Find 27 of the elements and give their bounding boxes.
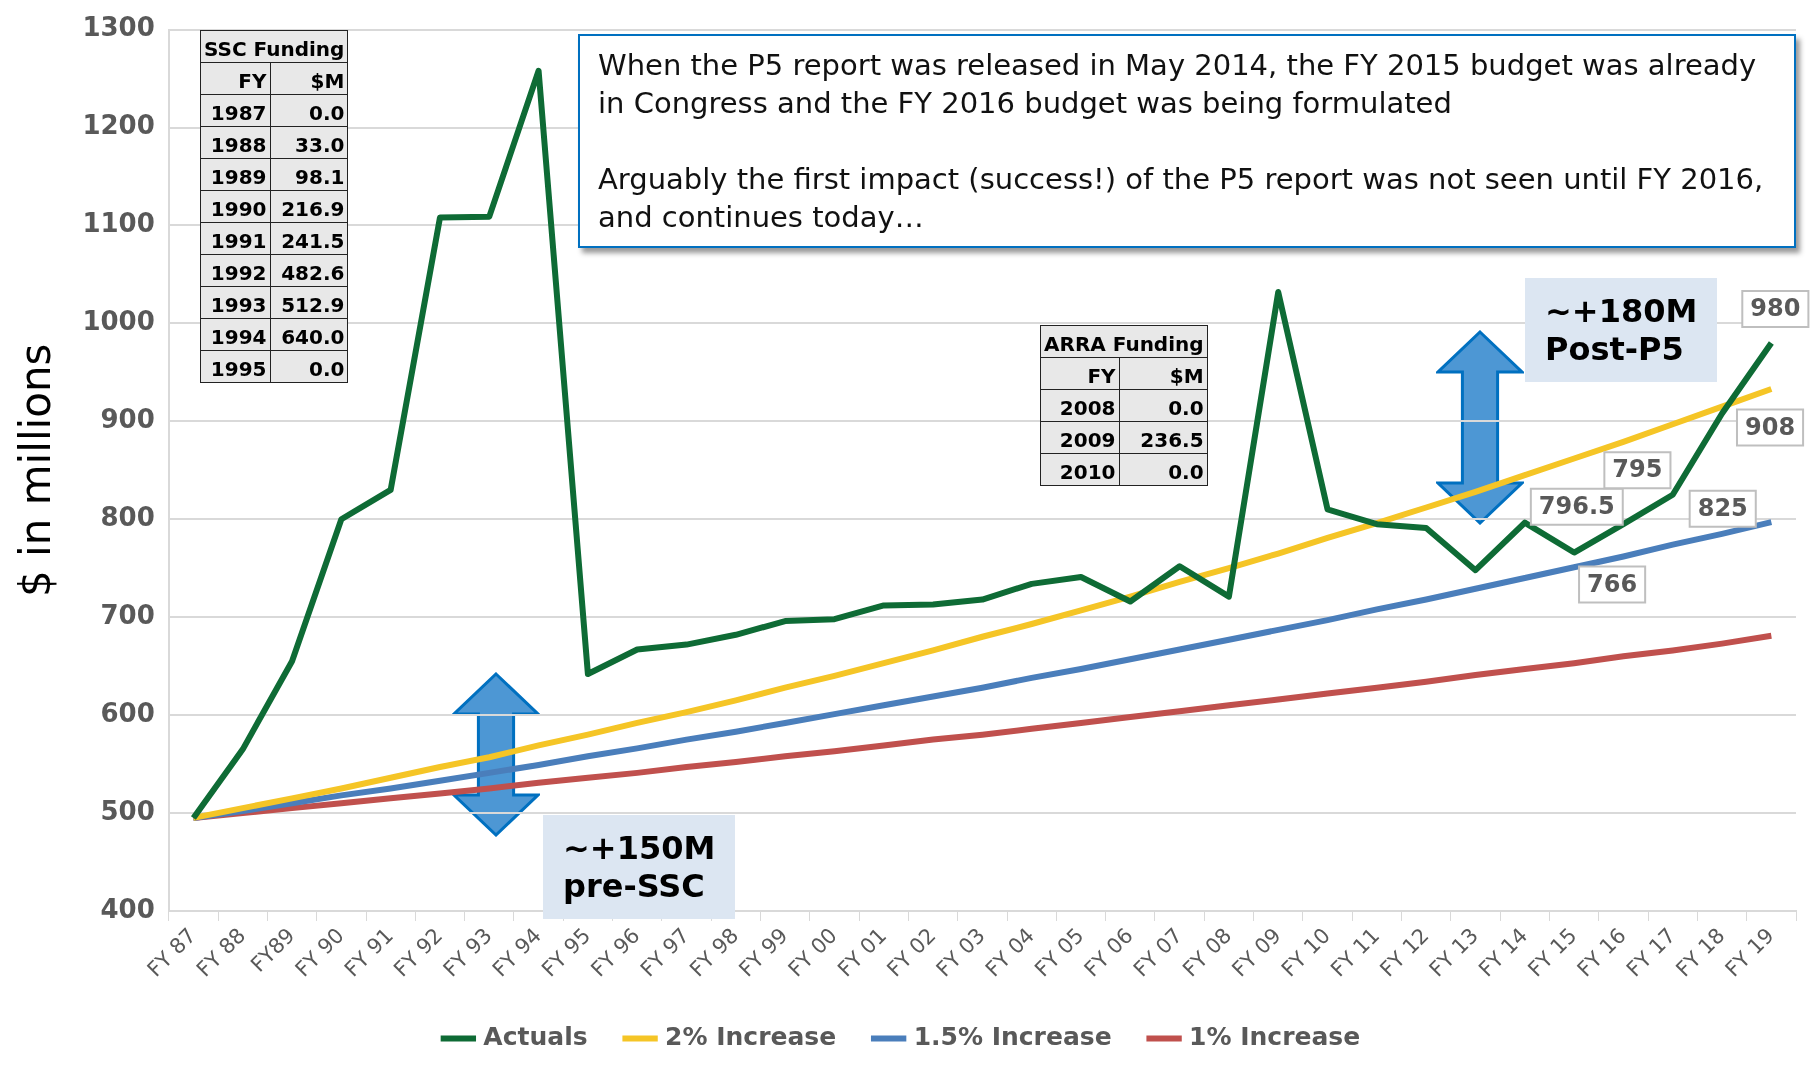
data-label: 908 (1744, 412, 1796, 441)
legend-label: 1.5% Increase (913, 1022, 1112, 1051)
y-tick-label: 900 (100, 404, 155, 435)
y-tick-label: 1300 (82, 12, 155, 43)
annotation: ~+150M pre-SSC (543, 815, 736, 919)
y-tick-label: 500 (100, 795, 155, 826)
text: SSC Funding FY $M 1987 0.0 1988 33.0 1989 98.1 1990 216.9 1991 241.5 1992 482.6 1993 512.9 1994 640.0 1995 0.0 (204, 37, 345, 381)
data-label: 980 (1750, 294, 1801, 323)
y-tick-label: 600 (100, 697, 155, 728)
y-tick-label: 400 (100, 893, 155, 924)
text: When the P5 report was released in May 2014, the FY 2015 budget was already in Congress and the FY 2016 budget was being formulated Arguably the first impact (success!) of the P5 report was not seen until FY 2016, and continues today… (598, 48, 1764, 234)
y-tick-label: 800 (100, 501, 155, 532)
x-tick-label: FY 88 (191, 923, 251, 982)
legend-label: Actuals (483, 1022, 588, 1051)
legend-label: 2% Increase (665, 1022, 837, 1051)
data-label: 796.5 (1538, 491, 1615, 520)
text: ARRA Funding FY $M 2008 0.0 2009 236.5 2010 0.0 (1044, 332, 1204, 484)
y-tick-label: 700 (100, 599, 155, 630)
y-axis-title: $ in millions (11, 343, 61, 598)
legend-label: 1% Increase (1189, 1022, 1361, 1051)
data-label: 766 (1587, 569, 1638, 598)
data-label: 795 (1612, 455, 1663, 484)
y-tick-label: 1000 (82, 306, 155, 337)
y-tick-label: 1200 (82, 110, 155, 141)
annotation: ~+180M Post-P5 (1525, 278, 1718, 382)
y-tick-label: 1100 (82, 208, 155, 239)
data-label: 825 (1697, 493, 1748, 522)
